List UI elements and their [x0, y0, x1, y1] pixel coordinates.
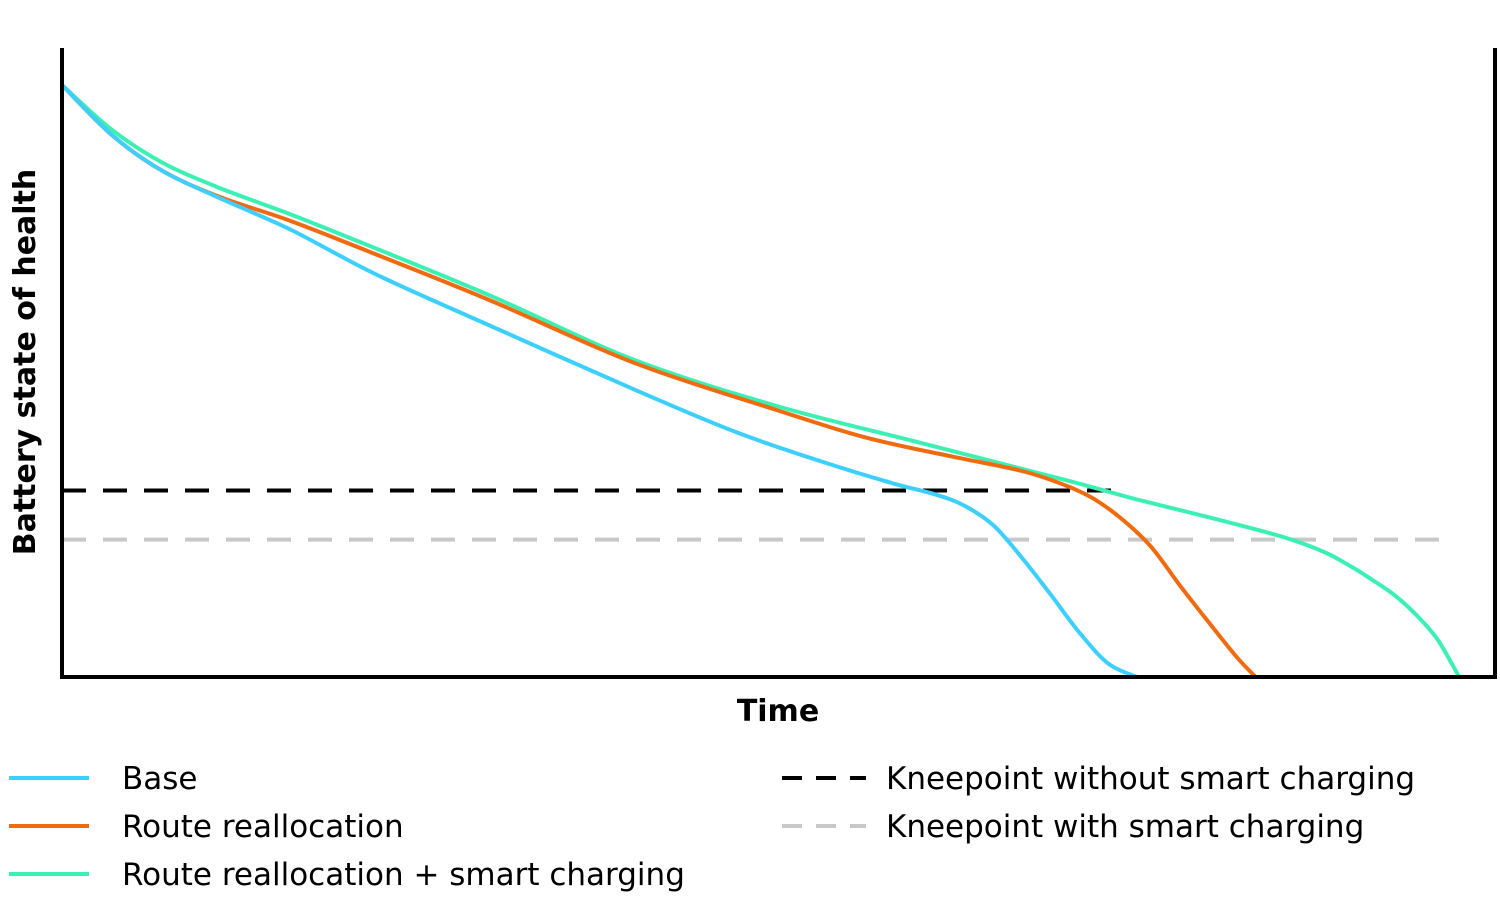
y-axis-title: Battery state of health — [8, 169, 43, 556]
x-axis-title: Time — [737, 694, 819, 729]
series-line-base — [60, 83, 1138, 679]
legend-label: Base — [122, 761, 198, 797]
legend-item-route-reallocation: Route reallocation — [9, 809, 404, 845]
series-line-route-reallocation-smart-charging — [60, 83, 1461, 679]
plot-lines — [60, 83, 1461, 679]
legend-item-base: Base — [9, 761, 198, 797]
legend-label: Route reallocation + smart charging — [122, 857, 685, 893]
legend-label: Kneepoint with smart charging — [886, 809, 1364, 845]
legend-item-route-reallocation-smart-charging: Route reallocation + smart charging — [9, 857, 685, 893]
legend-item-kneepoint-without-smart-charging: Kneepoint without smart charging — [782, 761, 1415, 797]
legend-label: Kneepoint without smart charging — [886, 761, 1415, 797]
legend: Base Route reallocation Route reallocation… — [9, 761, 1415, 893]
legend-label: Route reallocation — [122, 809, 404, 845]
legend-item-kneepoint-with-smart-charging: Kneepoint with smart charging — [782, 809, 1364, 845]
series-line-route-reallocation — [60, 83, 1258, 679]
